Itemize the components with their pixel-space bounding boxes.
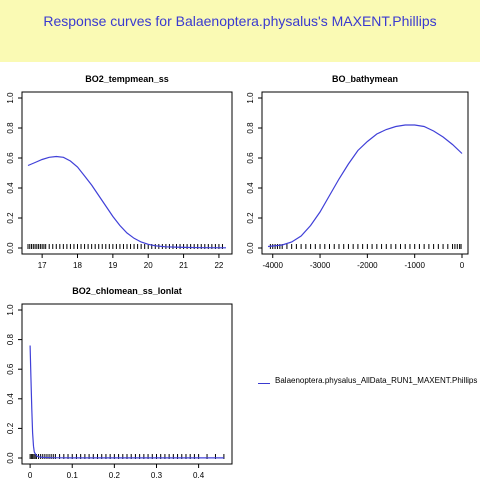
x-tick-label: 0.3 bbox=[151, 471, 163, 480]
y-tick-label: 1.0 bbox=[246, 92, 255, 104]
plot-frame bbox=[21, 303, 233, 465]
y-tick-label: 0.0 bbox=[246, 242, 255, 254]
response-curve-line bbox=[27, 155, 227, 249]
plot-title: BO2_tempmean_ss bbox=[85, 74, 169, 84]
legend-line-swatch bbox=[258, 383, 270, 384]
x-tick-label: -2000 bbox=[357, 261, 378, 270]
legend-label: Balaenoptera.physalus_AllData_RUN1_MAXEN… bbox=[275, 376, 478, 385]
x-tick-label: 0 bbox=[28, 471, 33, 480]
y-tick-label: 1.0 bbox=[6, 304, 15, 316]
page-title: Response curves for Balaenoptera.physalu… bbox=[43, 13, 437, 29]
y-tick-label: 0.0 bbox=[6, 452, 15, 464]
x-tick-label: 17 bbox=[38, 261, 47, 270]
header-banner: Response curves for Balaenoptera.physalu… bbox=[0, 0, 480, 62]
y-tick-label: 0.8 bbox=[6, 333, 15, 345]
plot-frame bbox=[261, 91, 469, 255]
y-tick-label: 0.6 bbox=[6, 363, 15, 375]
y-tick-label: 0.2 bbox=[246, 212, 255, 224]
x-tick-label: -1000 bbox=[404, 261, 425, 270]
x-tick-label: 19 bbox=[108, 261, 117, 270]
x-tick-label: 20 bbox=[144, 261, 153, 270]
y-tick-label: 0.8 bbox=[6, 122, 15, 134]
y-tick-label: 0.4 bbox=[246, 182, 255, 194]
x-tick-label: 22 bbox=[214, 261, 223, 270]
y-tick-label: 0.8 bbox=[246, 122, 255, 134]
y-tick-label: 0.6 bbox=[6, 152, 15, 164]
plot-title: BO2_chlomean_ss_lonlat bbox=[72, 286, 182, 296]
x-tick-label: -4000 bbox=[262, 261, 283, 270]
y-tick-label: 0.2 bbox=[6, 212, 15, 224]
x-tick-label: 18 bbox=[73, 261, 82, 270]
y-tick-label: 1.0 bbox=[6, 92, 15, 104]
response-curve-line bbox=[29, 345, 224, 459]
plot-frame bbox=[21, 91, 233, 255]
x-tick-label: -3000 bbox=[310, 261, 331, 270]
y-tick-label: 0.0 bbox=[6, 242, 15, 254]
legend: Balaenoptera.physalus_AllData_RUN1_MAXEN… bbox=[258, 376, 480, 392]
x-tick-label: 21 bbox=[179, 261, 188, 270]
x-tick-label: 0 bbox=[460, 261, 465, 270]
y-tick-label: 0.4 bbox=[6, 182, 15, 194]
response-curve-line bbox=[267, 124, 463, 248]
y-tick-label: 0.2 bbox=[6, 422, 15, 434]
plot-title: BO_bathymean bbox=[332, 74, 398, 84]
y-tick-label: 0.4 bbox=[6, 393, 15, 405]
y-tick-label: 0.6 bbox=[246, 152, 255, 164]
x-tick-label: 0.1 bbox=[67, 471, 79, 480]
x-tick-label: 0.4 bbox=[193, 471, 205, 480]
x-tick-label: 0.2 bbox=[109, 471, 121, 480]
